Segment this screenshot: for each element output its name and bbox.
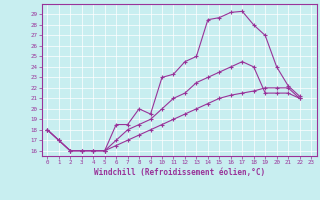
- X-axis label: Windchill (Refroidissement éolien,°C): Windchill (Refroidissement éolien,°C): [94, 168, 265, 177]
